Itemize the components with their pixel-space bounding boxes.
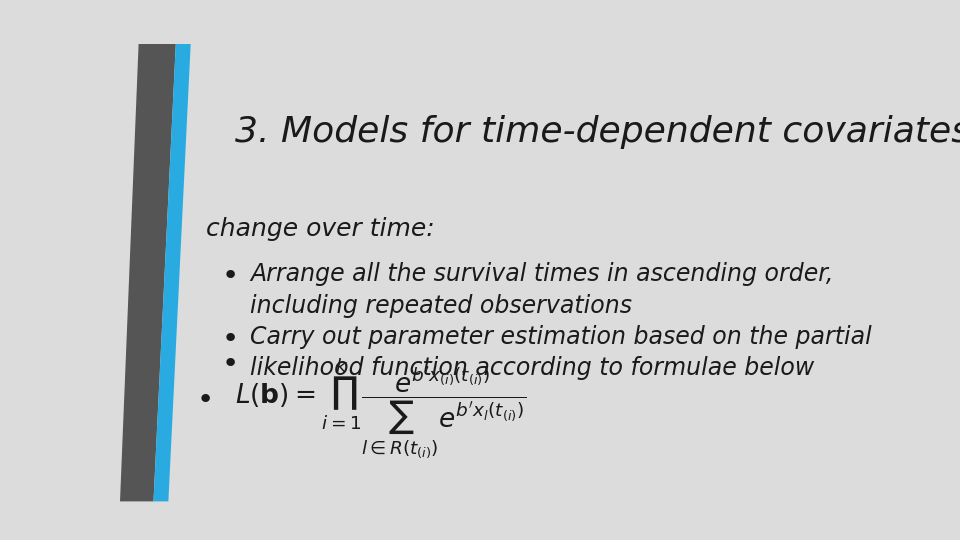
Text: •: •: [222, 349, 239, 377]
Text: •: •: [197, 386, 214, 414]
Text: •: •: [222, 325, 239, 353]
Text: change over time:: change over time:: [205, 217, 434, 240]
Text: 3. Models for time-dependent covariates: 3. Models for time-dependent covariates: [235, 114, 960, 148]
Text: Carry out parameter estimation based on the partial
likelihood function accordin: Carry out parameter estimation based on …: [251, 325, 872, 380]
Text: $L(\mathbf{b}) = \prod_{i=1}^{k} \dfrac{e^{b^{\prime} x_{(i)}(t_{(i)})}}{\sum_{l: $L(\mathbf{b}) = \prod_{i=1}^{k} \dfrac{…: [235, 356, 527, 460]
Text: •: •: [222, 262, 239, 291]
Polygon shape: [154, 44, 191, 501]
Text: Arrange all the survival times in ascending order,
including repeated observatio: Arrange all the survival times in ascend…: [251, 262, 833, 318]
Polygon shape: [120, 44, 176, 501]
